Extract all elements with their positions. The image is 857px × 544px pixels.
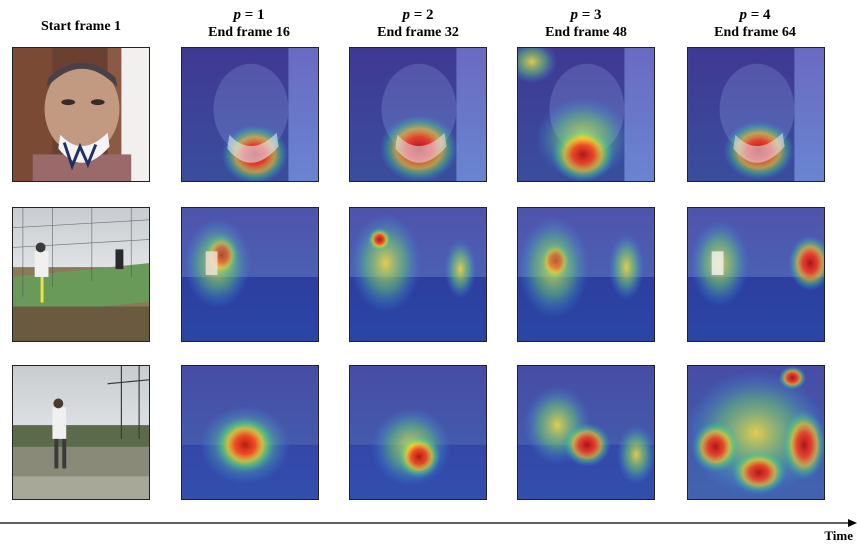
- row2-heatmap-p1: [181, 207, 319, 342]
- row1-heatmap-p2: [349, 47, 487, 182]
- column-header-start: Start frame 1: [6, 18, 156, 36]
- p-value-label: p = 1: [233, 7, 265, 23]
- column-header-p3: p = 3 End frame 48: [511, 6, 661, 42]
- row3-heatmap-p4: [687, 365, 825, 500]
- end-frame-label: End frame 16: [208, 25, 290, 40]
- row2-heatmap-p2: [349, 207, 487, 342]
- time-axis-arrow: [0, 519, 857, 527]
- row1-heatmap-p4: [687, 47, 825, 182]
- end-frame-label: End frame 32: [377, 25, 459, 40]
- end-frame-label: End frame 48: [545, 25, 627, 40]
- time-axis-label: Time: [824, 528, 853, 543]
- end-frame-label: End frame 64: [714, 25, 796, 40]
- row3-heatmap-p3: [517, 365, 655, 500]
- row1-heatmap-p3: [517, 47, 655, 182]
- row1-start-frame: [12, 47, 150, 182]
- row1-heatmap-p1: [181, 47, 319, 182]
- column-header-p4: p = 4 End frame 64: [680, 6, 830, 42]
- p-value-label: p = 4: [739, 7, 771, 23]
- row2-heatmap-p3: [517, 207, 655, 342]
- row2-heatmap-p4: [687, 207, 825, 342]
- start-frame-label: Start frame 1: [40, 19, 122, 34]
- row3-start-frame: [12, 365, 150, 500]
- row3-heatmap-p1: [181, 365, 319, 500]
- column-header-p1: p = 1 End frame 16: [174, 6, 324, 42]
- p-value-label: p = 3: [570, 7, 602, 23]
- row3-heatmap-p2: [349, 365, 487, 500]
- column-header-p2: p = 2 End frame 32: [343, 6, 493, 42]
- row2-start-frame: [12, 207, 150, 342]
- p-value-label: p = 2: [402, 7, 434, 23]
